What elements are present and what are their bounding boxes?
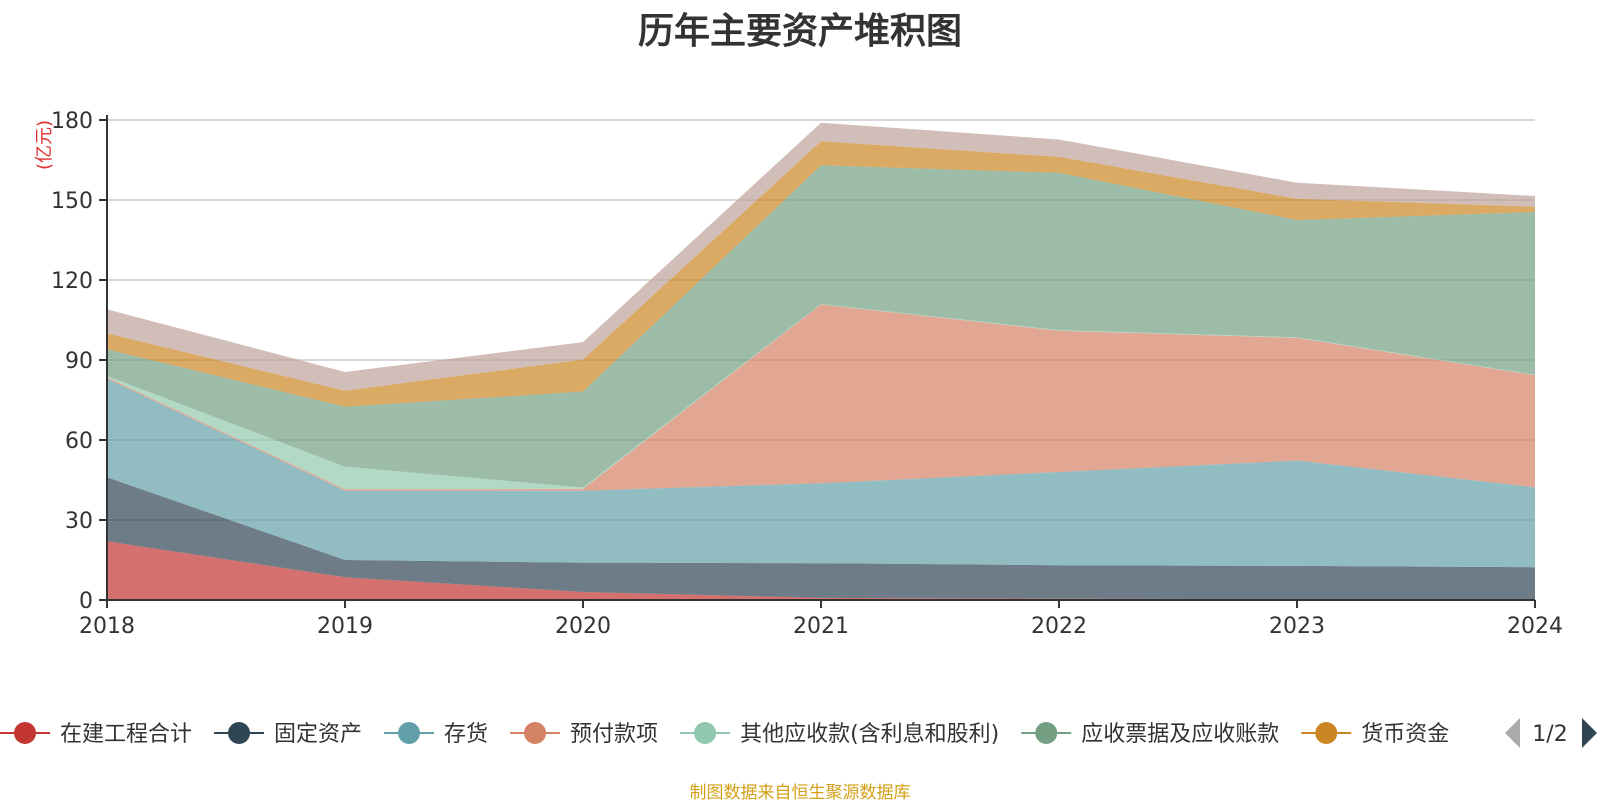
legend-label: 其他应收款(含利息和股利) [740, 722, 999, 747]
x-tick-label: 2021 [793, 614, 849, 639]
y-tick-label: 150 [51, 189, 93, 214]
legend-marker [1035, 722, 1058, 744]
legend-marker [1315, 722, 1338, 744]
legend: 在建工程合计 固定资产 存货 预付款项 其他应收款(含利息和股利) 应收票据及应收账款 货币… [0, 722, 1449, 747]
legend-label: 在建工程合计 [60, 722, 192, 747]
legend-label: 存货 [444, 722, 488, 747]
area-series-7 [107, 122, 1535, 391]
legend-page-indicator: 1/2 [1532, 722, 1567, 747]
y-tick-label: 0 [79, 589, 93, 614]
chart-title: 历年主要资产堆积图 [637, 11, 962, 52]
legend-item-1[interactable]: 固定资产 [214, 722, 362, 747]
y-tick-label: 120 [51, 269, 93, 294]
x-tick-label: 2023 [1269, 614, 1325, 639]
y-axis-unit-label: (亿元) [34, 120, 55, 170]
x-tick-label: 2018 [79, 614, 135, 639]
legend-item-5[interactable]: 应收票据及应收账款 [1021, 722, 1279, 747]
area-series-3 [107, 304, 1535, 491]
legend-pager: 1/2 [1505, 718, 1597, 748]
legend-item-3[interactable]: 预付款项 [510, 722, 658, 747]
legend-label: 应收票据及应收账款 [1081, 722, 1279, 747]
area-series-6 [107, 141, 1535, 407]
legend-marker [694, 722, 717, 744]
legend-next-icon[interactable] [1582, 718, 1597, 748]
area-series-group [107, 122, 1535, 600]
legend-label: 固定资产 [274, 722, 362, 747]
legend-label: 预付款项 [570, 722, 658, 747]
area-series-0 [107, 541, 1535, 600]
y-tick-label: 180 [51, 109, 93, 134]
area-series-1 [107, 477, 1535, 600]
area-series-2 [107, 378, 1535, 568]
legend-item-0[interactable]: 在建工程合计 [0, 722, 192, 747]
legend-marker [398, 722, 421, 744]
legend-item-6[interactable]: 货币资金 [1301, 722, 1449, 747]
y-tick-label: 30 [65, 509, 93, 534]
legend-item-4[interactable]: 其他应收款(含利息和股利) [680, 722, 999, 747]
y-tick-label: 60 [65, 429, 93, 454]
legend-marker [228, 722, 251, 744]
source-note: 制图数据来自恒生聚源数据库 [689, 783, 911, 803]
legend-marker [14, 722, 36, 744]
legend-item-2[interactable]: 存货 [384, 722, 488, 747]
x-tick-label: 2022 [1031, 614, 1087, 639]
axes: 0 30 60 90 120 150 180 2018 2019 2020 2021 2022 2023… [51, 109, 1563, 639]
legend-prev-icon[interactable] [1505, 718, 1520, 748]
legend-marker [524, 722, 547, 744]
legend-label: 货币资金 [1361, 722, 1449, 747]
x-tick-label: 2020 [555, 614, 611, 639]
area-series-5 [107, 165, 1535, 488]
x-tick-label: 2024 [1507, 614, 1563, 639]
y-tick-label: 90 [65, 349, 93, 374]
x-tick-label: 2019 [317, 614, 373, 639]
